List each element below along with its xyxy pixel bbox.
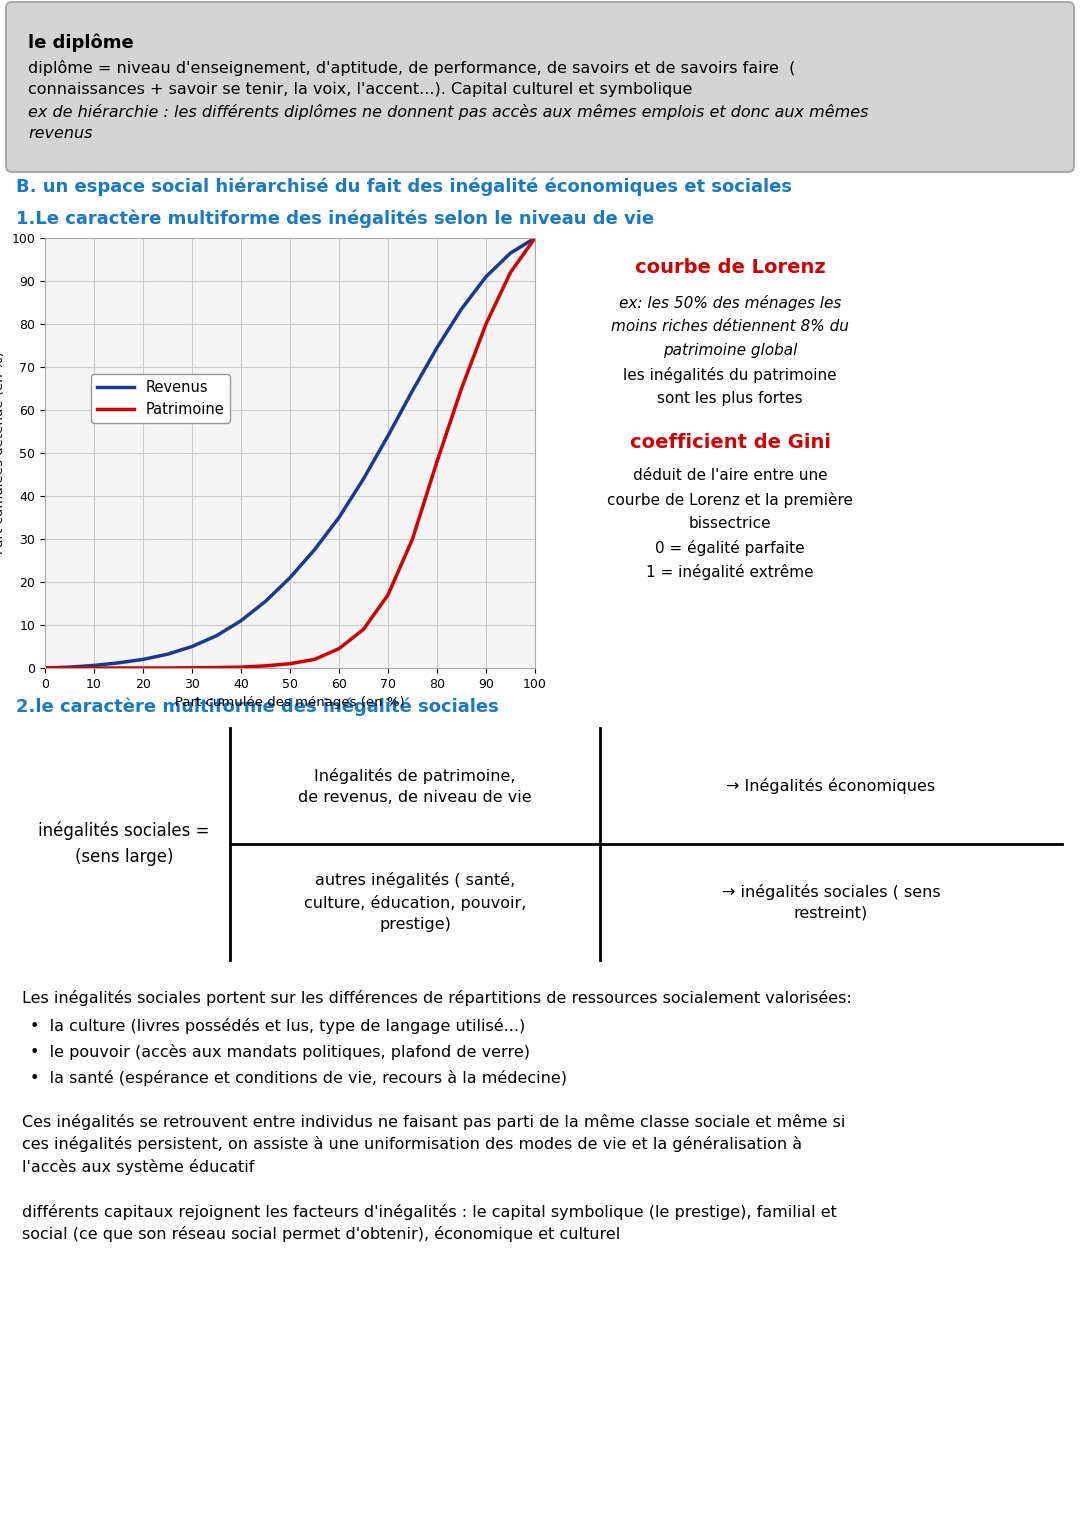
Text: Ces inégalités se retrouvent entre individus ne faisant pas parti de la même cla: Ces inégalités se retrouvent entre indiv… (22, 1114, 846, 1175)
Revenus (504, 244, 517, 263)
Revenus (381, 426, 394, 445)
Revenus (87, 656, 100, 674)
Text: sont les plus fortes: sont les plus fortes (658, 391, 802, 406)
FancyBboxPatch shape (6, 2, 1074, 173)
Line: Patrimoine: Patrimoine (45, 238, 535, 668)
Revenus (39, 659, 52, 677)
Revenus (480, 267, 492, 286)
Y-axis label: Part cumulées détenue (en %): Part cumulées détenue (en %) (0, 351, 5, 555)
X-axis label: Part cumulée des ménages (en %): Part cumulée des ménages (en %) (175, 697, 405, 709)
Patrimoine (504, 263, 517, 281)
Revenus (186, 637, 199, 656)
Text: Les inégalités sociales portent sur les différences de répartitions de ressource: Les inégalités sociales portent sur les … (22, 990, 852, 1005)
Text: 2.le caractère multiforme des inégalité sociales: 2.le caractère multiforme des inégalité … (16, 698, 499, 717)
Text: moins riches détiennent 8% du: moins riches détiennent 8% du (611, 319, 849, 335)
Text: déduit de l'aire entre une: déduit de l'aire entre une (633, 468, 827, 483)
Text: courbe de Lorenz et la première: courbe de Lorenz et la première (607, 492, 853, 507)
Text: bissectrice: bissectrice (689, 516, 771, 532)
Patrimoine (112, 659, 125, 677)
Patrimoine (528, 229, 541, 248)
Patrimoine (234, 659, 247, 677)
Revenus (161, 645, 174, 663)
Patrimoine (186, 659, 199, 677)
Patrimoine (431, 452, 444, 471)
Patrimoine (480, 315, 492, 333)
Patrimoine (161, 659, 174, 677)
Patrimoine (357, 620, 370, 639)
Patrimoine (87, 659, 100, 677)
Revenus (210, 626, 222, 645)
Text: B. un espace social hiérarchisé du fait des inégalité économiques et sociales: B. un espace social hiérarchisé du fait … (16, 177, 792, 197)
Text: autres inégalités ( santé,
culture, éducation, pouvoir,
prestige): autres inégalités ( santé, culture, éduc… (303, 872, 526, 932)
Revenus (259, 593, 272, 611)
Text: •  le pouvoir (accès aux mandats politiques, plafond de verre): • le pouvoir (accès aux mandats politiqu… (30, 1044, 530, 1060)
Revenus (431, 339, 444, 358)
Revenus (136, 651, 149, 669)
Revenus (234, 611, 247, 630)
Text: 1 = inégalité extrême: 1 = inégalité extrême (646, 564, 814, 581)
Revenus (455, 299, 468, 318)
Revenus (112, 654, 125, 672)
Text: inégalités sociales =
(sens large): inégalités sociales = (sens large) (38, 822, 210, 866)
Patrimoine (455, 379, 468, 397)
Text: 1.Le caractère multiforme des inégalités selon le niveau de vie: 1.Le caractère multiforme des inégalités… (16, 209, 654, 229)
Patrimoine (406, 530, 419, 549)
Text: le diplôme: le diplôme (28, 34, 134, 52)
Text: connaissances + savoir se tenir, la voix, l'accent...). Capital culturel et symb: connaissances + savoir se tenir, la voix… (28, 83, 692, 96)
Text: ex de hiérarchie : les différents diplômes ne donnent pas accès aux mêmes emploi: ex de hiérarchie : les différents diplôm… (28, 104, 868, 121)
Patrimoine (136, 659, 149, 677)
Patrimoine (284, 654, 297, 672)
Patrimoine (381, 585, 394, 604)
Patrimoine (63, 659, 76, 677)
Patrimoine (333, 640, 346, 659)
Text: différents capitaux rejoignent les facteurs d'inégalités : le capital symbolique: différents capitaux rejoignent les facte… (22, 1204, 837, 1242)
Text: → Inégalités économiques: → Inégalités économiques (727, 778, 935, 795)
Text: Inégalités de patrimoine,
de revenus, de niveau de vie: Inégalités de patrimoine, de revenus, de… (298, 767, 531, 805)
Text: 0 = égalité parfaite: 0 = égalité parfaite (656, 539, 805, 556)
Text: patrimoine global: patrimoine global (663, 342, 797, 358)
Text: •  la culture (livres possédés et lus, type de langage utilisé...): • la culture (livres possédés et lus, ty… (30, 1018, 525, 1034)
Text: •  la santé (espérance et conditions de vie, recours à la médecine): • la santé (espérance et conditions de v… (30, 1070, 567, 1086)
Text: revenus: revenus (28, 125, 93, 141)
Line: Revenus: Revenus (45, 238, 535, 668)
Revenus (528, 229, 541, 248)
Revenus (63, 659, 76, 677)
Revenus (357, 469, 370, 487)
Text: les inégalités du patrimoine: les inégalités du patrimoine (623, 367, 837, 384)
Revenus (284, 568, 297, 587)
Text: coefficient de Gini: coefficient de Gini (630, 432, 831, 452)
Revenus (333, 509, 346, 527)
Revenus (406, 382, 419, 400)
Text: ex: les 50% des ménages les: ex: les 50% des ménages les (619, 295, 841, 312)
Text: diplôme = niveau d'enseignement, d'aptitude, de performance, de savoirs et de sa: diplôme = niveau d'enseignement, d'aptit… (28, 60, 795, 76)
Patrimoine (308, 651, 321, 669)
Legend: Revenus, Patrimoine: Revenus, Patrimoine (92, 374, 230, 423)
Patrimoine (39, 659, 52, 677)
Text: courbe de Lorenz: courbe de Lorenz (635, 258, 825, 277)
Text: → inégalités sociales ( sens
restreint): → inégalités sociales ( sens restreint) (721, 883, 941, 920)
Patrimoine (210, 659, 222, 677)
Revenus (308, 541, 321, 559)
Patrimoine (259, 657, 272, 675)
